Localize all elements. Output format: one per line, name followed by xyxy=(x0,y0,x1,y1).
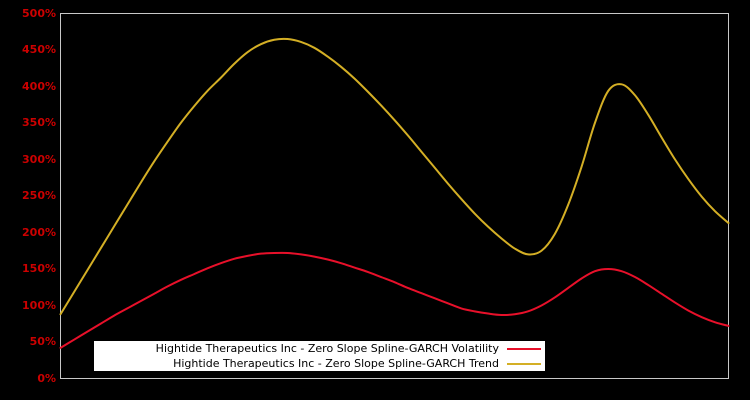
y-axis-tick-label: 500% xyxy=(22,6,56,20)
series-line-volatility xyxy=(59,251,730,349)
y-axis-tick-label: 200% xyxy=(22,225,56,239)
y-axis-tick-label: 150% xyxy=(22,262,56,275)
y-axis-tick-label: 100% xyxy=(22,298,56,312)
legend-color-swatch-trend xyxy=(507,362,541,365)
y-axis-tick-label: 400% xyxy=(22,79,56,93)
legend-label-trend: Hightide Therapeutics Inc - Zero Slope S… xyxy=(173,357,499,370)
y-axis-tick-label: 350% xyxy=(22,116,56,129)
y-axis-tick-labels: 500% 450% 400% 350% 300% 250% 200% 150% 100% 50% 0… xyxy=(0,0,56,400)
y-axis-tick-label: 450% xyxy=(22,43,56,56)
legend-color-swatch-volatility xyxy=(507,347,541,350)
y-axis-tick-label: 250% xyxy=(22,189,56,202)
series-line-trend xyxy=(59,37,730,316)
chart-legend: Hightide Therapeutics Inc - Zero Slope S… xyxy=(94,341,545,371)
legend-label-volatility: Hightide Therapeutics Inc - Zero Slope S… xyxy=(155,342,499,355)
y-axis-tick-label: 300% xyxy=(22,152,56,166)
y-axis-tick-label: 0% xyxy=(37,371,56,385)
plot-axes-frame xyxy=(60,13,729,379)
y-axis-tick-label: 50% xyxy=(29,335,56,348)
legend-entry-trend: Hightide Therapeutics Inc - Zero Slope S… xyxy=(94,356,545,371)
legend-entry-volatility: Hightide Therapeutics Inc - Zero Slope S… xyxy=(94,341,545,356)
